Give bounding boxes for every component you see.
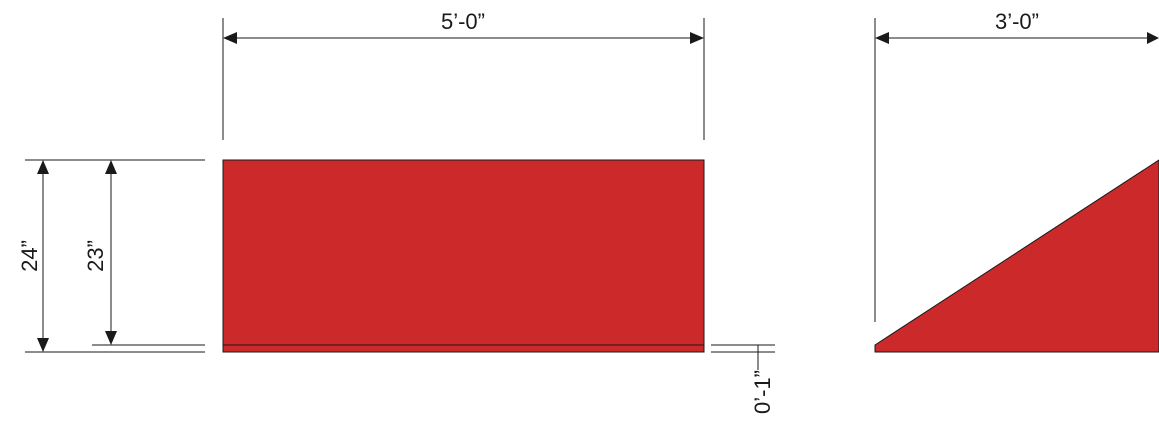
base-dimension: 0’-1”	[711, 344, 775, 414]
front-view: 5’-0” 24” 23” 0’-1”	[17, 9, 775, 414]
side-width-label: 3’-0”	[995, 9, 1039, 34]
width-label: 5’-0”	[441, 9, 485, 34]
outer-height-dimension: 24”	[17, 159, 205, 353]
outer-height-arrow-bottom	[37, 338, 49, 352]
inner-height-label: 23”	[83, 240, 108, 272]
width-arrow-left	[223, 32, 237, 44]
outer-height-arrow-top	[37, 160, 49, 174]
side-view: 3’-0”	[874, 9, 1159, 353]
front-view-body	[222, 159, 705, 353]
side-view-body	[874, 159, 1159, 353]
width-arrow-right	[690, 32, 704, 44]
base-label: 0’-1”	[750, 370, 775, 414]
side-width-arrow-left	[875, 32, 889, 44]
side-width-arrow-right	[1147, 32, 1159, 44]
outer-height-label: 24”	[17, 240, 42, 272]
inner-height-arrow-bottom	[105, 331, 117, 345]
inner-height-arrow-top	[105, 160, 117, 174]
side-width-dimension: 3’-0”	[874, 9, 1159, 322]
width-dimension: 5’-0”	[222, 9, 705, 140]
inner-height-dimension: 23”	[83, 160, 205, 346]
